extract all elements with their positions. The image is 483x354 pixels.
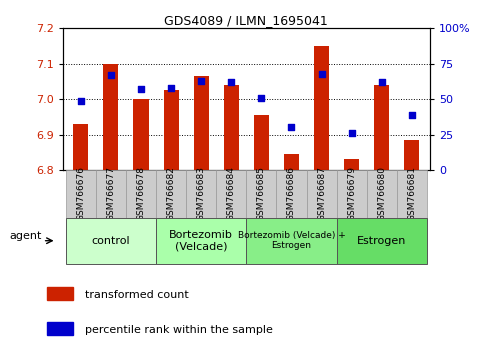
Bar: [367, 170, 397, 218]
Bar: [246, 170, 276, 218]
Point: [378, 79, 385, 85]
Bar: [337, 218, 427, 264]
Bar: [344, 159, 359, 170]
Text: transformed count: transformed count: [85, 290, 189, 300]
Bar: [374, 85, 389, 170]
Text: GSM766685: GSM766685: [257, 166, 266, 221]
Bar: [96, 170, 126, 218]
Bar: [186, 170, 216, 218]
Text: Estrogen: Estrogen: [357, 236, 406, 246]
Bar: [246, 218, 337, 264]
Bar: [284, 154, 299, 170]
Bar: [314, 46, 329, 170]
Bar: [73, 124, 88, 170]
Text: control: control: [92, 236, 130, 246]
Point: [77, 98, 85, 103]
Text: GSM766687: GSM766687: [317, 166, 326, 221]
Bar: [126, 170, 156, 218]
Bar: [47, 322, 72, 335]
Bar: [216, 170, 246, 218]
Text: GSM766676: GSM766676: [76, 166, 85, 221]
Text: GSM766679: GSM766679: [347, 166, 356, 221]
Bar: [307, 170, 337, 218]
Bar: [164, 90, 179, 170]
Text: percentile rank within the sample: percentile rank within the sample: [85, 325, 273, 335]
Bar: [337, 170, 367, 218]
Bar: [156, 218, 246, 264]
Text: GSM766684: GSM766684: [227, 166, 236, 221]
Bar: [397, 170, 427, 218]
Bar: [224, 85, 239, 170]
Bar: [276, 170, 307, 218]
Text: Bortezomib
(Velcade): Bortezomib (Velcade): [169, 230, 233, 252]
Point: [348, 130, 355, 136]
Text: agent: agent: [10, 231, 42, 241]
Point: [198, 78, 205, 84]
Point: [167, 85, 175, 91]
Point: [287, 125, 295, 130]
Text: Bortezomib (Velcade) +
Estrogen: Bortezomib (Velcade) + Estrogen: [238, 231, 345, 250]
Text: GSM766682: GSM766682: [167, 166, 176, 221]
Bar: [254, 115, 269, 170]
Bar: [194, 76, 209, 170]
Bar: [156, 170, 186, 218]
Text: GSM766677: GSM766677: [106, 166, 115, 221]
Point: [137, 86, 145, 92]
Point: [318, 71, 326, 76]
Text: GSM766681: GSM766681: [407, 166, 416, 221]
Text: GSM766680: GSM766680: [377, 166, 386, 221]
Bar: [103, 64, 118, 170]
Point: [257, 95, 265, 101]
Bar: [66, 170, 96, 218]
Text: GSM766683: GSM766683: [197, 166, 206, 221]
Text: GSM766686: GSM766686: [287, 166, 296, 221]
Text: GSM766678: GSM766678: [137, 166, 145, 221]
Title: GDS4089 / ILMN_1695041: GDS4089 / ILMN_1695041: [164, 14, 328, 27]
Point: [227, 79, 235, 85]
Point: [408, 112, 416, 118]
Bar: [66, 218, 156, 264]
Bar: [47, 287, 72, 300]
Point: [107, 72, 115, 78]
Bar: [404, 140, 419, 170]
Bar: [133, 99, 149, 170]
